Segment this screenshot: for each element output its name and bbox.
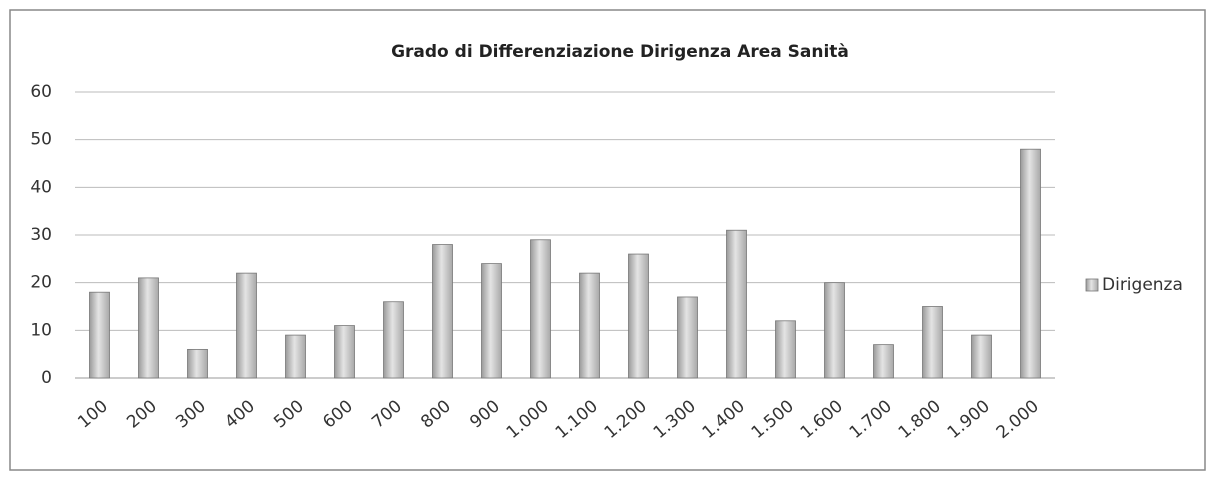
bar (236, 272, 257, 379)
bar (432, 244, 453, 379)
bar (726, 229, 747, 379)
bar (334, 325, 355, 379)
y-tick-label: 40 (30, 177, 52, 197)
bar (89, 291, 110, 379)
bar (187, 348, 208, 379)
chart-frame (9, 9, 1206, 471)
y-tick-label: 10 (30, 320, 52, 340)
bar (285, 334, 306, 379)
bar (775, 320, 796, 379)
y-tick-label: 20 (30, 273, 52, 293)
chart-title: Grado di Differenziazione Dirigenza Area… (391, 42, 849, 62)
legend-label: Dirigenza (1102, 275, 1183, 295)
bar (971, 334, 992, 379)
bar (824, 282, 845, 379)
y-tick-label: 0 (41, 368, 52, 388)
bar (677, 296, 698, 379)
bar (922, 306, 943, 379)
legend-swatch (1085, 278, 1099, 292)
bar (1020, 148, 1041, 379)
bar (383, 301, 404, 379)
bar (628, 253, 649, 379)
bar (530, 239, 551, 379)
bar (138, 277, 159, 379)
bar (481, 263, 502, 379)
y-tick-label: 50 (30, 130, 52, 150)
y-tick-label: 60 (30, 82, 52, 102)
bar (579, 272, 600, 379)
bar (873, 344, 894, 379)
y-tick-label: 30 (30, 225, 52, 245)
